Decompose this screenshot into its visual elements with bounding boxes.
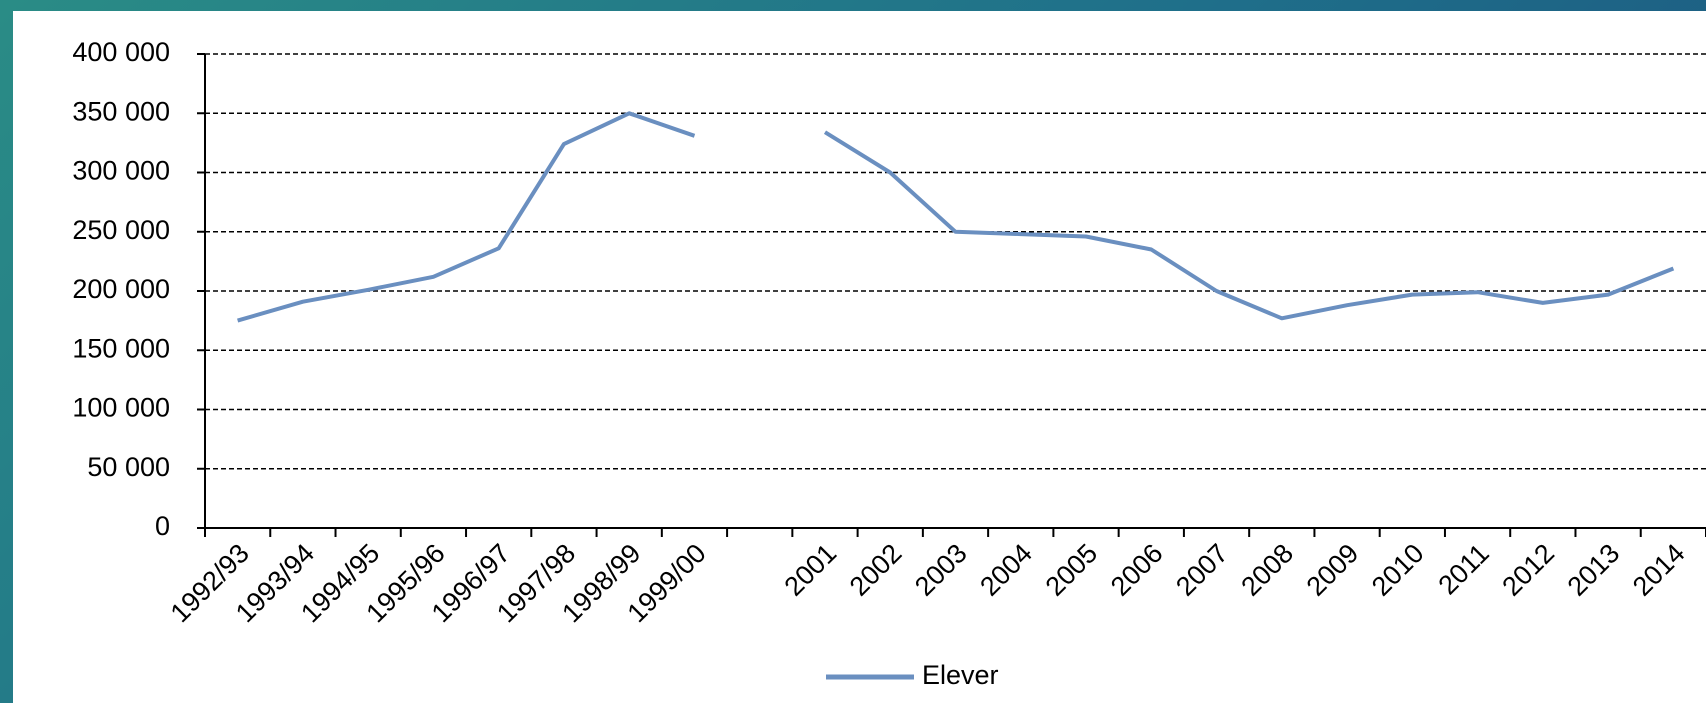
x-tick-label: 2011 xyxy=(1433,538,1495,600)
x-tick-label: 2012 xyxy=(1496,538,1560,602)
chart-panel xyxy=(13,11,1706,703)
y-tick-label: 0 xyxy=(155,511,170,541)
x-tick-label: 2008 xyxy=(1235,538,1299,602)
x-tick-label: 2014 xyxy=(1627,538,1691,602)
x-tick-label: 2009 xyxy=(1301,538,1365,602)
y-tick-label: 100 000 xyxy=(72,393,170,423)
series-line xyxy=(237,111,1675,323)
y-tick-label: 400 000 xyxy=(72,37,170,67)
y-tick-label: 50 000 xyxy=(87,452,170,482)
x-tick-label: 2007 xyxy=(1170,538,1234,602)
x-tick-label: 2001 xyxy=(779,538,843,602)
x-tick-label: 2002 xyxy=(844,538,908,602)
legend: Elever xyxy=(826,660,999,690)
y-tick-label: 200 000 xyxy=(72,274,170,304)
y-tick-label: 250 000 xyxy=(72,215,170,245)
y-tick-label: 350 000 xyxy=(72,96,170,126)
x-tick-label: 2005 xyxy=(1040,538,1104,602)
x-tick-label: 2013 xyxy=(1562,538,1626,602)
x-tick-label: 2004 xyxy=(974,538,1038,602)
legend-label: Elever xyxy=(922,660,999,690)
x-tick-label: 2003 xyxy=(909,538,973,602)
x-tick-label: 2010 xyxy=(1366,538,1430,602)
y-tick-label: 300 000 xyxy=(72,156,170,186)
x-tick-label: 2006 xyxy=(1105,538,1169,602)
y-tick-label: 150 000 xyxy=(72,333,170,363)
